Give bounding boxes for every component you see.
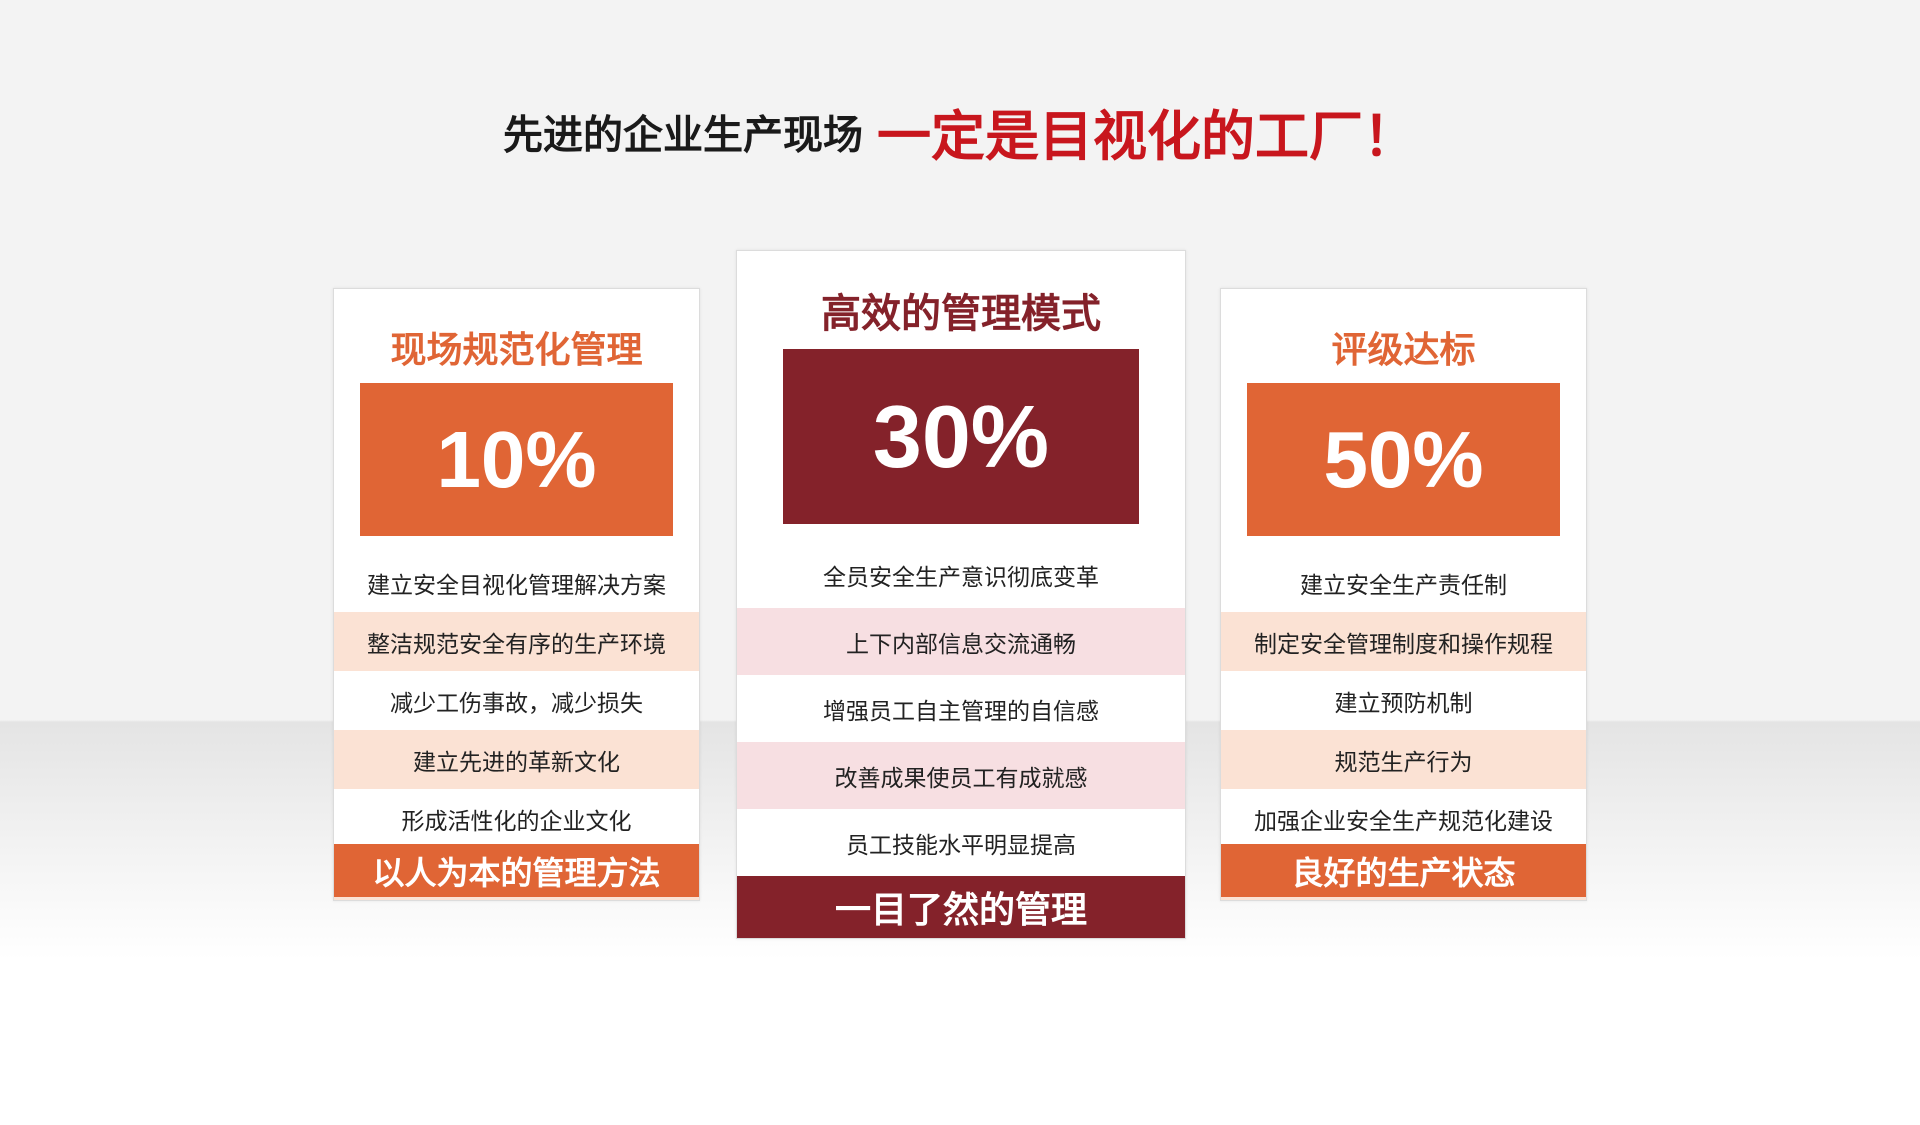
card-percent: 50% [1247, 383, 1560, 536]
list-item: 制定安全管理制度和操作规程 [1221, 612, 1586, 671]
card-items: 建立安全生产责任制 制定安全管理制度和操作规程 建立预防机制 规范生产行为 加强… [1221, 553, 1586, 848]
headline-part1: 先进的企业生产现场 [503, 112, 863, 159]
card-title: 现场规范化管理 [390, 330, 643, 371]
card-percent: 30% [783, 349, 1139, 524]
list-item: 减少工伤事故，减少损失 [390, 690, 643, 717]
list-item: 规范生产行为 [1221, 730, 1586, 789]
list-item: 建立安全生产责任制 [1300, 572, 1507, 599]
card-items: 建立安全目视化管理解决方案 整洁规范安全有序的生产环境 减少工伤事故，减少损失 … [334, 553, 699, 848]
card-standardized-management: 现场规范化管理 10% 建立安全目视化管理解决方案 整洁规范安全有序的生产环境 … [333, 288, 700, 901]
list-item: 形成活性化的企业文化 [401, 808, 632, 835]
headline: 先进的企业生产现场 一定是目视化的工厂！ [0, 92, 1920, 171]
list-item: 增强员工自主管理的自信感 [823, 698, 1099, 725]
card-title: 高效的管理模式 [821, 291, 1101, 337]
card-title: 评级达标 [1331, 330, 1476, 371]
card-rating-standard: 评级达标 50% 建立安全生产责任制 制定安全管理制度和操作规程 建立预防机制 … [1220, 288, 1587, 901]
card-footer: 一目了然的管理 [737, 876, 1185, 938]
card-items: 全员安全生产意识彻底变革 上下内部信息交流通畅 增强员工自主管理的自信感 改善成… [737, 541, 1185, 876]
card-footer: 良好的生产状态 [1221, 844, 1586, 900]
card-percent: 10% [360, 383, 673, 536]
list-item: 全员安全生产意识彻底变革 [823, 564, 1099, 591]
list-item: 上下内部信息交流通畅 [737, 608, 1185, 675]
card-footer: 以人为本的管理方法 [334, 844, 699, 900]
headline-part2: 一定是目视化的工厂！ [877, 105, 1417, 168]
list-item: 员工技能水平明显提高 [846, 832, 1076, 859]
list-item: 加强企业安全生产规范化建设 [1254, 808, 1553, 835]
list-item: 整洁规范安全有序的生产环境 [334, 612, 699, 671]
card-efficient-management: 高效的管理模式 30% 全员安全生产意识彻底变革 上下内部信息交流通畅 增强员工… [736, 250, 1186, 939]
list-item: 改善成果使员工有成就感 [737, 742, 1185, 809]
list-item: 建立先进的革新文化 [334, 730, 699, 789]
list-item: 建立安全目视化管理解决方案 [367, 572, 666, 599]
list-item: 建立预防机制 [1334, 690, 1473, 717]
